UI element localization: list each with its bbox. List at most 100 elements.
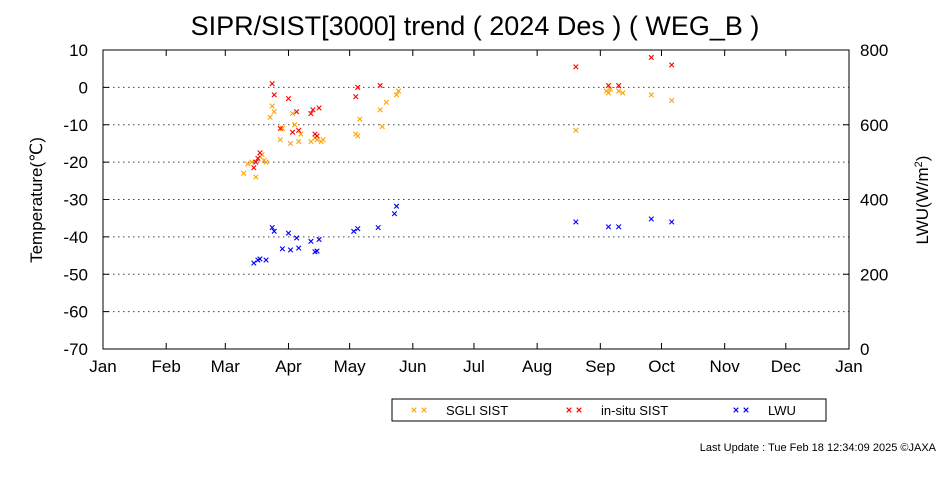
y-tick-label: -60 (63, 303, 88, 322)
x-tick-label: Mar (211, 357, 241, 376)
x-tick-label: Jun (399, 357, 426, 376)
data-point (648, 54, 654, 61)
series-sgli-sist (240, 86, 675, 180)
legend: SGLI SIST in-situ SIST LWU (411, 403, 796, 418)
data-point (269, 224, 275, 231)
legend-item: in-situ SIST (566, 403, 668, 418)
data-point (279, 246, 286, 252)
data-point (271, 92, 277, 98)
data-point (263, 159, 269, 165)
data-point (605, 224, 612, 230)
data-point (269, 103, 275, 109)
left-axis: 10 0 -10 -20 -30 -40 -50 -60 -70 (63, 41, 109, 359)
right-axis: 800 600 400 200 0 (843, 41, 888, 359)
data-point (253, 174, 259, 180)
series-lwu (251, 203, 675, 266)
x-tick-label: Jul (463, 357, 485, 376)
y2-tick-label: 800 (860, 41, 888, 60)
data-point (289, 129, 296, 135)
data-point (255, 155, 261, 162)
data-point (253, 159, 259, 165)
y-axis-label: Temperature(℃) (27, 137, 46, 263)
legend-item: LWU (733, 403, 796, 418)
legend-label: in-situ SIST (601, 403, 668, 418)
y-tick-label: -50 (63, 265, 88, 284)
y2-tick-label: 400 (860, 191, 888, 210)
data-point (377, 82, 383, 89)
data-point (355, 133, 361, 139)
legend-marker (743, 407, 749, 413)
y2-tick-label: 200 (860, 265, 888, 284)
legend-box (391, 398, 827, 422)
x-tick-label: Dec (771, 357, 802, 376)
x-tick-label: Aug (522, 357, 552, 376)
data-point (620, 90, 626, 96)
legend-label: SGLI SIST (446, 403, 508, 418)
data-point (357, 116, 363, 122)
data-point (668, 219, 675, 225)
data-point (295, 138, 302, 145)
y-tick-label: -30 (63, 191, 88, 210)
data-point (393, 92, 400, 98)
data-point (648, 216, 654, 222)
data-point (308, 138, 314, 145)
data-point (316, 236, 322, 243)
data-point (355, 84, 361, 91)
data-point (605, 90, 612, 96)
data-point (615, 82, 622, 89)
legend-marker (733, 407, 739, 413)
y-tick-label: 10 (69, 41, 88, 60)
chart-title: SIPR/SIST[3000] trend ( 2024 Des ) ( WEG… (191, 11, 760, 41)
y2-tick-label: 600 (860, 116, 888, 135)
plot-frame (102, 49, 850, 350)
last-update-text: Last Update : Tue Feb 18 12:34:09 2025 ©… (700, 442, 937, 454)
data-point (668, 97, 675, 104)
data-point (395, 88, 402, 94)
data-point (293, 235, 300, 241)
series-in-situ-sist (251, 54, 675, 171)
data-point (257, 150, 263, 156)
legend-marker (411, 407, 417, 413)
data-point (573, 64, 579, 70)
data-point (271, 228, 277, 234)
y-tick-label: -10 (63, 116, 88, 135)
data-point (291, 122, 298, 128)
data-point (285, 95, 292, 102)
y2-axis-label: LWU(W/m2) (913, 156, 932, 245)
data-point (383, 99, 390, 106)
data-point (615, 88, 622, 94)
data-point (277, 137, 284, 143)
y-tick-label: -40 (63, 228, 88, 247)
x-axis: Jan Feb Mar Apr May Jun Jul Aug Sep Oct Nov Dec Jan (89, 50, 863, 376)
data-point (277, 125, 284, 132)
data-point (379, 123, 385, 130)
data-point (668, 62, 675, 68)
data-point (251, 165, 257, 171)
x-tick-label: Jan (89, 357, 116, 376)
data-point (573, 127, 579, 134)
data-point (289, 110, 296, 117)
data-point (287, 247, 294, 253)
data-point (285, 230, 292, 236)
data-point (308, 238, 314, 245)
legend-item: SGLI SIST (411, 403, 508, 418)
data-point (263, 257, 269, 263)
data-point (314, 133, 320, 139)
y2-tick-label: 0 (860, 340, 869, 359)
data-point (287, 140, 294, 147)
y-tick-label: -70 (63, 340, 88, 359)
x-tick-label: Oct (648, 357, 675, 376)
data-point (295, 245, 302, 251)
data-point (245, 161, 251, 167)
data-point (295, 127, 302, 134)
y-tick-label: 0 (79, 78, 88, 97)
x-tick-label: Jan (835, 357, 862, 376)
legend-marker (566, 407, 572, 413)
data-point (310, 107, 316, 113)
data-points (240, 54, 675, 266)
data-point (267, 114, 273, 120)
data-point (391, 211, 398, 217)
data-point (615, 224, 622, 230)
legend-label: LWU (768, 403, 796, 418)
data-point (240, 170, 247, 177)
